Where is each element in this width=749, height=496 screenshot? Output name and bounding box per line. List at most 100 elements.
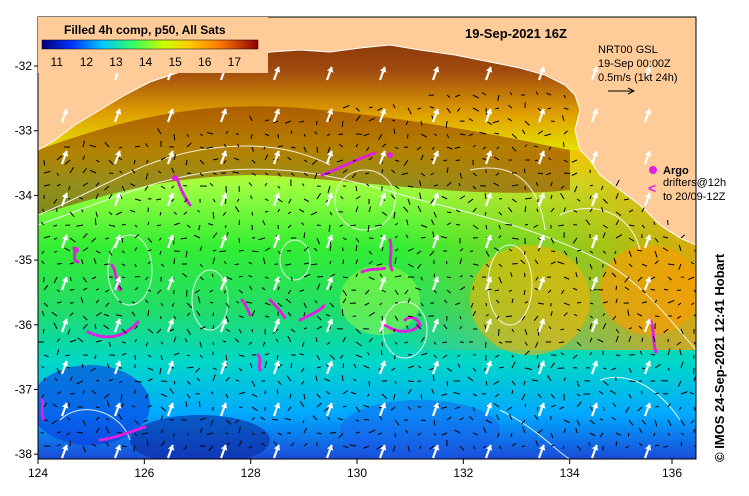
current-vector (560, 328, 565, 331)
current-vector (511, 198, 517, 203)
current-vector (195, 367, 201, 373)
current-vector (303, 146, 307, 153)
current-vector (472, 406, 476, 412)
current-vector (393, 328, 396, 333)
current-vector (446, 167, 449, 174)
current-vector (185, 159, 188, 166)
current-vector (316, 432, 322, 435)
cool-patch (340, 265, 420, 335)
white-arrow-head (591, 108, 599, 115)
current-vector (654, 392, 659, 395)
current-vector (497, 328, 500, 336)
white-arrow-head (432, 360, 440, 367)
white-arrow-head (61, 150, 69, 157)
current-vector (108, 224, 116, 227)
current-vector (210, 391, 214, 395)
current-vector (66, 432, 71, 436)
white-arrow-head (379, 444, 387, 451)
current-vector (559, 406, 565, 410)
current-vector (563, 159, 568, 163)
current-vector (238, 328, 242, 334)
white-arrow-head (61, 360, 69, 367)
current-vector (394, 380, 397, 384)
current-vector (467, 376, 474, 382)
current-vector (418, 445, 422, 450)
current-vector (469, 416, 474, 421)
current-vector (199, 172, 204, 177)
white-arrow-head (61, 276, 69, 283)
current-vector (194, 289, 201, 294)
current-vector (533, 315, 539, 322)
current-vector (615, 432, 622, 436)
current-vector (78, 196, 84, 200)
current-vector (509, 91, 513, 96)
current-vector (485, 263, 490, 267)
current-vector (251, 146, 255, 153)
current-vector (355, 258, 359, 265)
current-vector (341, 309, 344, 317)
current-vector (160, 429, 164, 434)
white-arrow-head (167, 444, 175, 451)
current-vector (394, 159, 400, 162)
current-vector (432, 146, 435, 150)
current-vector (104, 302, 110, 307)
current-vector (184, 198, 188, 203)
current-vector (225, 328, 231, 333)
x-tick-label: 136 (662, 466, 682, 480)
current-vector (511, 442, 517, 447)
white-arrow-head (591, 276, 599, 283)
current-vector (407, 315, 414, 318)
current-vector (521, 393, 526, 401)
current-vector (628, 336, 632, 343)
current-vector (576, 341, 582, 347)
current-vector (572, 237, 578, 244)
current-vector (368, 312, 376, 317)
current-vector (492, 120, 500, 124)
current-vector (390, 194, 396, 200)
current-vector (546, 374, 552, 382)
current-vector (225, 302, 230, 308)
argo-marker-icon (649, 166, 657, 174)
current-vector (290, 130, 293, 135)
current-vector (355, 237, 360, 243)
current-vector (82, 287, 88, 291)
current-vector (301, 183, 305, 187)
white-arrow-head (114, 318, 122, 325)
current-vector (303, 133, 306, 137)
current-arrows-white (60, 66, 652, 459)
current-vector (563, 276, 570, 280)
current-vector (56, 367, 60, 374)
current-vector (377, 432, 383, 436)
current-vector (342, 336, 347, 343)
current-vector (67, 402, 71, 408)
current-vector (368, 337, 373, 343)
current-vector (95, 406, 100, 409)
current-vector (303, 172, 309, 177)
white-arrow-head (167, 150, 175, 157)
white-arrow-head (538, 192, 546, 199)
current-vector (272, 418, 279, 421)
white-arrow-head (326, 360, 334, 367)
current-vector (394, 257, 397, 265)
current-vector (303, 311, 306, 317)
white-arrow-head (432, 192, 440, 199)
current-vector (484, 211, 487, 216)
current-vector (108, 250, 113, 256)
white-arrow-head (538, 66, 546, 73)
current-vector (589, 419, 596, 425)
current-vector (159, 367, 162, 375)
current-vector (623, 198, 630, 201)
current-vector (342, 259, 345, 265)
current-vector (299, 289, 305, 292)
current-vector (251, 211, 254, 216)
current-vector (575, 257, 578, 265)
current-vector (186, 432, 190, 436)
current-vector (493, 247, 500, 252)
current-vector (550, 311, 553, 317)
current-vector (160, 156, 167, 161)
current-vector (277, 185, 281, 189)
current-vector (303, 427, 307, 434)
current-vector (375, 224, 383, 227)
current-vector (537, 302, 544, 305)
current-vector (338, 432, 344, 439)
